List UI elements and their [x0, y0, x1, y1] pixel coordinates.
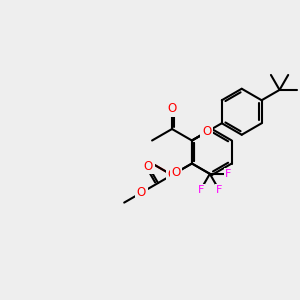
Text: O: O [144, 160, 153, 172]
Text: O: O [167, 169, 177, 182]
Text: F: F [216, 185, 222, 195]
Text: O: O [136, 186, 146, 199]
Text: O: O [171, 166, 181, 179]
Text: O: O [202, 125, 212, 138]
Text: F: F [225, 169, 231, 179]
Text: O: O [167, 102, 177, 115]
Text: F: F [197, 185, 204, 195]
